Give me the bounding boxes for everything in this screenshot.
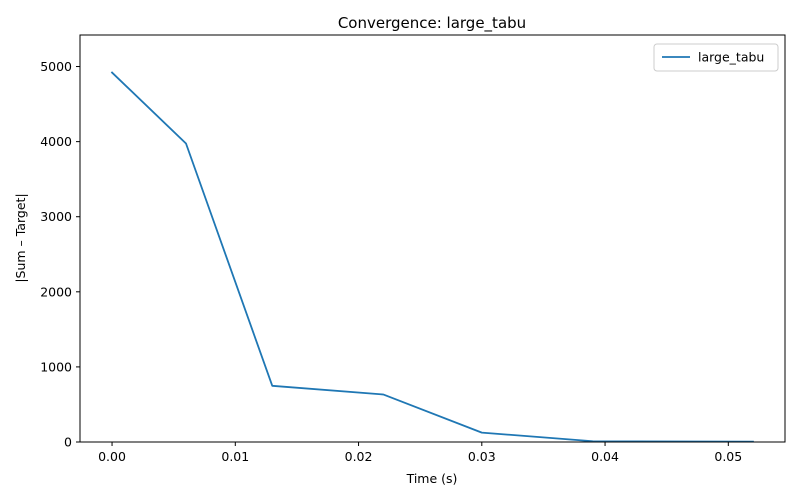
y-axis-label: |Sum – Target| bbox=[13, 193, 28, 282]
y-tick-label: 5000 bbox=[40, 59, 72, 74]
plot-area: 0.00 0.01 0.02 0.03 0.04 0.05 0 1000 2000 3000 400… bbox=[40, 59, 754, 464]
x-axis-label: Time (s) bbox=[406, 471, 458, 486]
legend-label: large_tabu bbox=[698, 50, 764, 65]
y-tick-label: 0 bbox=[64, 435, 72, 450]
x-tick-label: 0.01 bbox=[221, 449, 249, 464]
y-tick-label: 2000 bbox=[40, 284, 72, 299]
x-tick-label: 0.04 bbox=[591, 449, 619, 464]
series-line-large-tabu bbox=[110, 71, 754, 443]
x-tick-label: 0.05 bbox=[714, 449, 742, 464]
y-tick-label: 3000 bbox=[40, 209, 72, 224]
x-tick-label: 0.00 bbox=[98, 449, 126, 464]
legend-box bbox=[653, 43, 779, 72]
axes-frame bbox=[79, 34, 786, 443]
legend: large_tabu bbox=[653, 43, 779, 72]
y-tick-label: 4000 bbox=[40, 134, 72, 149]
x-tick-label: 0.03 bbox=[468, 449, 496, 464]
chart-title: Convergence: large_tabu bbox=[338, 14, 526, 33]
x-tick-label: 0.02 bbox=[345, 449, 373, 464]
y-tick-label: 1000 bbox=[40, 359, 72, 374]
